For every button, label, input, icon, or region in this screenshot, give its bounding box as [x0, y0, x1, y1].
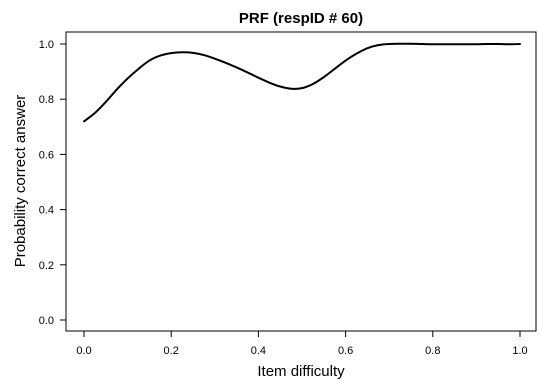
y-tick-label: 0.2 — [39, 260, 54, 272]
prf-curve — [83, 42, 521, 123]
x-tick-label: 0.8 — [425, 345, 440, 357]
x-axis: 0.0 0.2 0.4 0.6 0.8 1.0 — [76, 331, 528, 357]
y-tick-label: 0.4 — [39, 205, 54, 217]
y-tick-label: 1.0 — [39, 39, 54, 51]
x-tick-label: 0.4 — [251, 345, 266, 357]
x-tick-label: 0.2 — [164, 345, 179, 357]
y-axis-label: Probability correct answer — [12, 95, 29, 268]
y-tick-label: 0.0 — [39, 315, 54, 327]
x-tick-label: 1.0 — [512, 345, 527, 357]
y-axis: 0.0 0.2 0.4 0.6 0.8 1.0 — [39, 39, 66, 327]
chart-title: PRF (respID # 60) — [239, 10, 363, 27]
x-tick-label: 0.0 — [76, 345, 91, 357]
x-axis-label: Item difficulty — [257, 363, 345, 380]
y-tick-label: 0.6 — [39, 149, 54, 161]
x-tick-label: 0.6 — [338, 345, 353, 357]
y-tick-label: 0.8 — [39, 94, 54, 106]
plot-frame — [65, 31, 537, 332]
